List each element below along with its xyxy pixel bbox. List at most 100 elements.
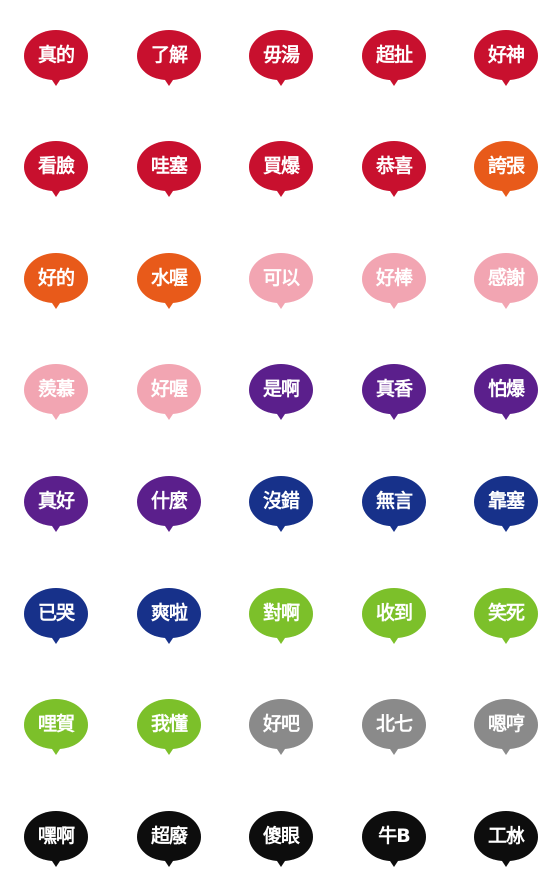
sticker-item[interactable]: 笑死 — [474, 588, 538, 646]
sticker-label: 什麼 — [150, 489, 188, 512]
speech-bubble: 羨慕 — [24, 364, 88, 414]
speech-bubble: 收到 — [362, 588, 426, 638]
speech-bubble: 爽啦 — [137, 588, 201, 638]
sticker-item[interactable]: 毋湯 — [249, 30, 313, 88]
sticker-item[interactable]: 好棒 — [362, 253, 426, 311]
sticker-label: 嗯哼 — [487, 712, 525, 735]
sticker-item[interactable]: 好喔 — [137, 364, 201, 422]
sticker-item[interactable]: 感謝 — [474, 253, 538, 311]
sticker-item[interactable]: 北七 — [362, 699, 426, 757]
sticker-item[interactable]: 水喔 — [137, 253, 201, 311]
speech-bubble: 水喔 — [137, 253, 201, 303]
speech-bubble: 好吧 — [249, 699, 313, 749]
sticker-label: 好棒 — [375, 266, 413, 289]
speech-bubble: 誇張 — [474, 141, 538, 191]
sticker-label: 好喔 — [150, 377, 188, 400]
speech-bubble: 什麼 — [137, 476, 201, 526]
sticker-item[interactable]: 哩賀 — [24, 699, 88, 757]
sticker-label: 工沝 — [487, 824, 525, 847]
sticker-label: 好的 — [37, 266, 75, 289]
sticker-item[interactable]: 真香 — [362, 364, 426, 422]
sticker-item[interactable]: 無言 — [362, 476, 426, 534]
sticker-item[interactable]: 好的 — [24, 253, 88, 311]
sticker-item[interactable]: 是啊 — [249, 364, 313, 422]
speech-bubble: 了解 — [137, 30, 201, 80]
sticker-item[interactable]: 誇張 — [474, 141, 538, 199]
sticker-label: 超扯 — [375, 43, 413, 66]
sticker-label: 可以 — [262, 266, 300, 289]
sticker-item[interactable]: 工沝 — [474, 811, 538, 869]
sticker-item[interactable]: 什麼 — [137, 476, 201, 534]
speech-bubble: 嘿啊 — [24, 811, 88, 861]
speech-bubble: 好喔 — [137, 364, 201, 414]
speech-bubble: 真的 — [24, 30, 88, 80]
sticker-label: 傻眼 — [262, 824, 300, 847]
speech-bubble: 超廢 — [137, 811, 201, 861]
speech-bubble: 工沝 — [474, 811, 538, 861]
sticker-label: 是啊 — [262, 377, 300, 400]
speech-bubble: 真好 — [24, 476, 88, 526]
speech-bubble: 怕爆 — [474, 364, 538, 414]
sticker-label: 對啊 — [262, 601, 300, 624]
sticker-label: 無言 — [375, 489, 413, 512]
sticker-item[interactable]: 哇塞 — [137, 141, 201, 199]
sticker-item[interactable]: 嗯哼 — [474, 699, 538, 757]
speech-bubble: 超扯 — [362, 30, 426, 80]
sticker-label: 好吧 — [262, 712, 300, 735]
sticker-item[interactable]: 好神 — [474, 30, 538, 88]
speech-bubble: 好棒 — [362, 253, 426, 303]
speech-bubble: 傻眼 — [249, 811, 313, 861]
sticker-label: 收到 — [375, 601, 413, 624]
sticker-label: 看臉 — [37, 154, 75, 177]
sticker-item[interactable]: 買爆 — [249, 141, 313, 199]
sticker-item[interactable]: 對啊 — [249, 588, 313, 646]
speech-bubble: 已哭 — [24, 588, 88, 638]
speech-bubble: 買爆 — [249, 141, 313, 191]
sticker-item[interactable]: 已哭 — [24, 588, 88, 646]
sticker-item[interactable]: 牛B — [362, 811, 426, 869]
sticker-item[interactable]: 收到 — [362, 588, 426, 646]
sticker-label: 沒錯 — [262, 489, 300, 512]
speech-bubble: 無言 — [362, 476, 426, 526]
sticker-label: 毋湯 — [262, 43, 300, 66]
speech-bubble: 好的 — [24, 253, 88, 303]
sticker-item[interactable]: 看臉 — [24, 141, 88, 199]
speech-bubble: 可以 — [249, 253, 313, 303]
sticker-label: 嘿啊 — [37, 824, 75, 847]
sticker-label: 超廢 — [150, 824, 188, 847]
speech-bubble: 我懂 — [137, 699, 201, 749]
sticker-item[interactable]: 超廢 — [137, 811, 201, 869]
sticker-item[interactable]: 恭喜 — [362, 141, 426, 199]
sticker-item[interactable]: 爽啦 — [137, 588, 201, 646]
sticker-item[interactable]: 怕爆 — [474, 364, 538, 422]
sticker-item[interactable]: 真好 — [24, 476, 88, 534]
sticker-label: 誇張 — [487, 154, 525, 177]
speech-bubble: 是啊 — [249, 364, 313, 414]
speech-bubble: 看臉 — [24, 141, 88, 191]
speech-bubble: 好神 — [474, 30, 538, 80]
sticker-label: 水喔 — [150, 266, 188, 289]
sticker-item[interactable]: 靠塞 — [474, 476, 538, 534]
sticker-item[interactable]: 真的 — [24, 30, 88, 88]
sticker-item[interactable]: 我懂 — [137, 699, 201, 757]
speech-bubble: 哇塞 — [137, 141, 201, 191]
speech-bubble: 對啊 — [249, 588, 313, 638]
sticker-item[interactable]: 傻眼 — [249, 811, 313, 869]
sticker-label: 哇塞 — [150, 154, 188, 177]
sticker-label: 爽啦 — [150, 601, 188, 624]
sticker-item[interactable]: 可以 — [249, 253, 313, 311]
sticker-item[interactable]: 嘿啊 — [24, 811, 88, 869]
sticker-label: 感謝 — [487, 266, 525, 289]
sticker-label: 我懂 — [150, 712, 188, 735]
speech-bubble: 笑死 — [474, 588, 538, 638]
sticker-label: 好神 — [487, 43, 525, 66]
sticker-item[interactable]: 了解 — [137, 30, 201, 88]
sticker-label: 恭喜 — [375, 154, 413, 177]
sticker-item[interactable]: 沒錯 — [249, 476, 313, 534]
sticker-item[interactable]: 超扯 — [362, 30, 426, 88]
sticker-label: 笑死 — [487, 601, 525, 624]
sticker-item[interactable]: 羨慕 — [24, 364, 88, 422]
sticker-item[interactable]: 好吧 — [249, 699, 313, 757]
sticker-label: 真的 — [37, 43, 75, 66]
speech-bubble: 哩賀 — [24, 699, 88, 749]
